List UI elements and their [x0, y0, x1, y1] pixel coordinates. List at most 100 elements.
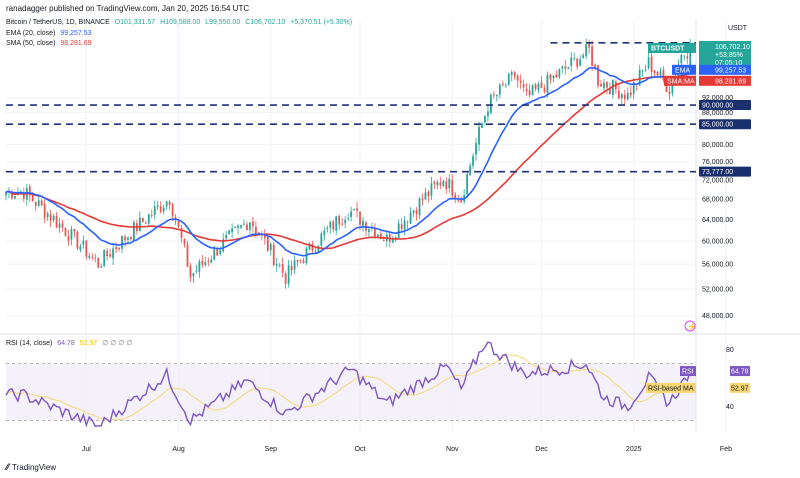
- candle[interactable]: [94, 257, 97, 259]
- candle[interactable]: [347, 218, 350, 219]
- candle[interactable]: [466, 174, 469, 195]
- candle[interactable]: [317, 246, 320, 253]
- candle[interactable]: [644, 69, 647, 71]
- candle[interactable]: [168, 201, 171, 205]
- candle[interactable]: [171, 204, 174, 216]
- candle[interactable]: [299, 259, 302, 261]
- candle[interactable]: [472, 156, 474, 166]
- candle[interactable]: [433, 181, 436, 184]
- candle[interactable]: [88, 255, 91, 258]
- candle[interactable]: [484, 115, 486, 123]
- candle[interactable]: [204, 262, 207, 266]
- candle[interactable]: [213, 248, 216, 260]
- candle[interactable]: [567, 67, 570, 69]
- candle[interactable]: [403, 220, 406, 230]
- candle[interactable]: [424, 192, 427, 200]
- candle[interactable]: [543, 88, 546, 92]
- candle[interactable]: [665, 81, 668, 92]
- candle[interactable]: [109, 254, 112, 257]
- candle[interactable]: [659, 70, 662, 75]
- candle[interactable]: [28, 186, 31, 196]
- candle[interactable]: [478, 126, 480, 145]
- candle[interactable]: [11, 191, 13, 199]
- candle[interactable]: [22, 192, 25, 199]
- candle[interactable]: [600, 84, 602, 87]
- candle[interactable]: [418, 198, 421, 216]
- candle[interactable]: [70, 228, 73, 240]
- candle[interactable]: [415, 210, 418, 215]
- candle[interactable]: [106, 250, 109, 256]
- candle[interactable]: [144, 222, 147, 224]
- candle[interactable]: [609, 88, 611, 95]
- candle[interactable]: [647, 57, 650, 69]
- candle[interactable]: [573, 57, 576, 59]
- candle[interactable]: [46, 213, 49, 217]
- candle[interactable]: [537, 83, 540, 91]
- candle[interactable]: [579, 59, 582, 66]
- candle[interactable]: [112, 248, 114, 259]
- candle[interactable]: [591, 46, 593, 66]
- candle[interactable]: [653, 70, 656, 73]
- candle[interactable]: [234, 226, 236, 228]
- candle[interactable]: [475, 142, 477, 155]
- candle[interactable]: [519, 80, 522, 84]
- candle[interactable]: [487, 111, 489, 117]
- candle[interactable]: [240, 224, 242, 228]
- candle[interactable]: [528, 90, 531, 96]
- candle[interactable]: [406, 221, 409, 223]
- candle[interactable]: [79, 246, 82, 251]
- candle[interactable]: [58, 223, 61, 228]
- candle[interactable]: [287, 265, 290, 284]
- candle[interactable]: [460, 200, 463, 203]
- candle[interactable]: [552, 75, 555, 78]
- candle[interactable]: [55, 215, 58, 228]
- candle[interactable]: [222, 239, 225, 252]
- candle[interactable]: [626, 92, 629, 100]
- candle[interactable]: [118, 247, 120, 250]
- candle[interactable]: [252, 221, 254, 227]
- candle[interactable]: [617, 90, 620, 99]
- candle[interactable]: [335, 216, 338, 231]
- candle[interactable]: [362, 221, 364, 226]
- candle[interactable]: [371, 227, 373, 229]
- candle[interactable]: [207, 261, 210, 263]
- candle[interactable]: [564, 66, 567, 69]
- candle[interactable]: [555, 74, 558, 78]
- candle[interactable]: [52, 215, 55, 221]
- candle[interactable]: [37, 200, 40, 206]
- candle[interactable]: [121, 236, 123, 249]
- candle[interactable]: [597, 65, 599, 86]
- candle[interactable]: [454, 194, 457, 200]
- candle[interactable]: [686, 56, 689, 59]
- candle[interactable]: [546, 74, 549, 94]
- candle[interactable]: [603, 82, 605, 89]
- candle[interactable]: [85, 240, 88, 257]
- candle[interactable]: [275, 263, 278, 266]
- candle[interactable]: [153, 206, 156, 215]
- candle[interactable]: [495, 94, 498, 97]
- candle[interactable]: [61, 223, 64, 228]
- candle[interactable]: [522, 84, 525, 88]
- candle[interactable]: [588, 43, 590, 48]
- candle[interactable]: [189, 265, 192, 278]
- candle[interactable]: [284, 273, 287, 284]
- candle[interactable]: [374, 227, 376, 238]
- candle[interactable]: [326, 228, 329, 230]
- candle[interactable]: [228, 230, 231, 234]
- candle[interactable]: [409, 212, 412, 224]
- candle[interactable]: [162, 207, 165, 212]
- candle[interactable]: [671, 80, 674, 94]
- candle[interactable]: [115, 247, 117, 250]
- candle[interactable]: [507, 73, 510, 86]
- candle[interactable]: [255, 226, 257, 234]
- candle[interactable]: [606, 82, 608, 88]
- candle[interactable]: [445, 181, 448, 189]
- candle[interactable]: [629, 92, 632, 96]
- candle[interactable]: [656, 72, 659, 76]
- candle[interactable]: [561, 66, 564, 69]
- rsi-ma-line[interactable]: [5, 354, 691, 422]
- candle[interactable]: [82, 240, 85, 245]
- candle[interactable]: [225, 234, 228, 239]
- candle[interactable]: [623, 94, 626, 100]
